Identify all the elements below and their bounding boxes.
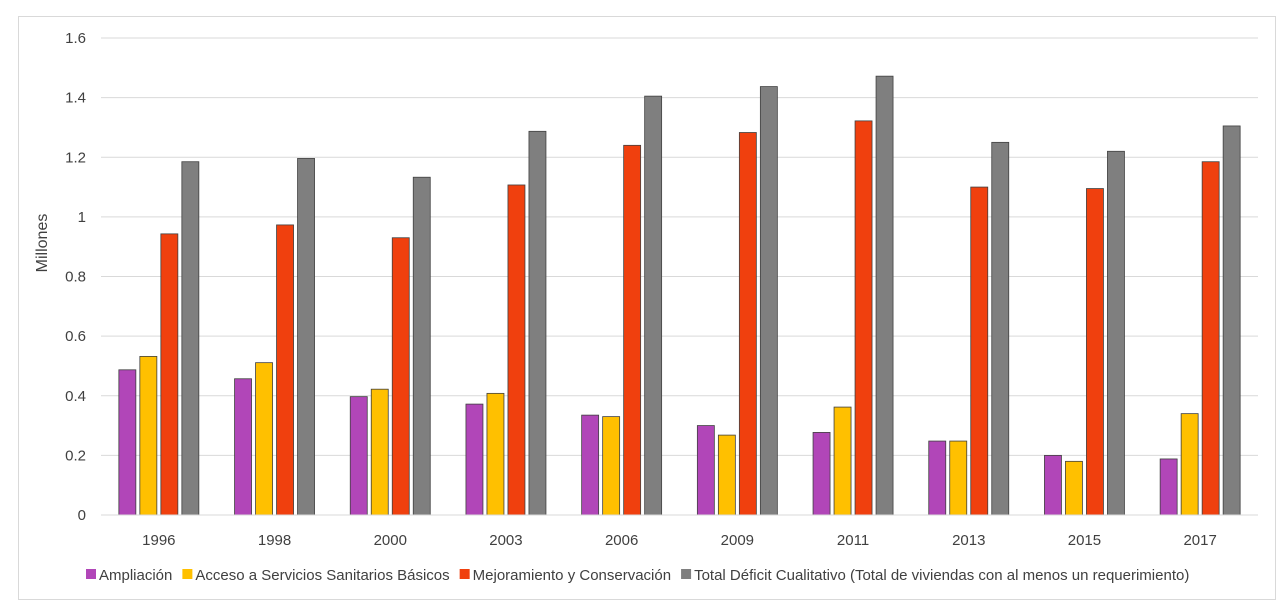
x-tick-label: 2000 (374, 532, 407, 549)
x-tick-label: 1996 (142, 532, 175, 549)
bar-1-2017 (1159, 458, 1178, 516)
bar-1-2015 (1044, 454, 1062, 516)
y-tick-label: 1.2 (65, 149, 86, 166)
bar-3-2017 (1201, 161, 1220, 516)
bar-1-2003 (465, 403, 484, 516)
bar-3-2003 (507, 184, 526, 516)
y-tick-label: 1 (78, 209, 86, 226)
legend-label: Total Déficit Cualitativo (Total de vivi… (694, 567, 1189, 584)
bar-4-1996 (181, 161, 200, 516)
bar-4-2013 (991, 141, 1010, 516)
y-tick-label: 0 (78, 507, 86, 524)
bar-3-2013 (970, 186, 989, 516)
bar-1-2009 (696, 425, 715, 516)
bar-1-2013 (928, 440, 947, 516)
y-tick-label: 1.6 (65, 30, 86, 47)
bar-2-1998 (255, 362, 273, 516)
bar-4-2009 (759, 86, 778, 516)
x-tick-label: 2009 (721, 532, 754, 549)
legend: Ampliación Acceso a Servicios Sanitarios … (86, 567, 1189, 584)
legend-swatch (182, 569, 193, 579)
legend-swatch (681, 569, 692, 579)
bar-1-1998 (234, 378, 252, 516)
bar-2-1996 (139, 355, 158, 516)
bar-3-2009 (738, 132, 757, 516)
bar-2-2000 (370, 388, 389, 516)
bar-2-2009 (717, 434, 736, 516)
bar-4-2011 (875, 75, 894, 516)
bar-2-2003 (486, 392, 505, 516)
y-axis-title: Millones (34, 214, 51, 273)
bar-3-2015 (1086, 188, 1104, 516)
bar-3-2011 (854, 120, 873, 516)
x-tick-label: 2011 (837, 532, 869, 549)
bar-4-2017 (1222, 125, 1241, 516)
y-tick-label: 1.4 (65, 90, 86, 107)
y-axis-ticks: 0 0.2 0.4 0.6 0.8 1 1.2 1.4 1.6 (65, 30, 86, 524)
bar-3-1996 (160, 233, 179, 516)
bars (118, 75, 1241, 516)
legend-swatch (459, 569, 470, 579)
bar-1-2000 (349, 396, 368, 516)
legend-label: Ampliación (99, 567, 172, 584)
bar-1-2006 (581, 414, 600, 516)
bar-2-2017 (1180, 413, 1199, 516)
x-tick-label: 2017 (1183, 532, 1216, 549)
bar-2-2011 (833, 406, 852, 516)
bar-4-2003 (528, 130, 547, 516)
x-tick-label: 2013 (952, 532, 985, 549)
bar-3-2006 (623, 144, 642, 516)
legend-label: Mejoramiento y Conservación (473, 567, 671, 584)
legend-label: Acceso a Servicios Sanitarios Básicos (195, 567, 449, 584)
bar-1-1996 (118, 369, 137, 516)
bar-4-2006 (644, 95, 663, 516)
bar-3-1998 (276, 224, 294, 516)
gridlines (101, 37, 1258, 456)
bar-3-2000 (391, 237, 410, 516)
bar-2-2006 (602, 416, 621, 516)
bar-2-2013 (949, 440, 968, 516)
y-tick-label: 0.4 (65, 388, 86, 405)
y-tick-label: 0.2 (65, 447, 86, 464)
bar-4-2000 (412, 176, 431, 516)
y-tick-label: 0.8 (65, 269, 86, 286)
bar-4-1998 (297, 158, 315, 516)
x-tick-label: 2003 (489, 532, 522, 549)
x-tick-label: 2015 (1068, 532, 1101, 549)
y-tick-label: 0.6 (65, 328, 86, 345)
x-tick-label: 2006 (605, 532, 638, 549)
bar-1-2011 (812, 432, 831, 516)
bar-2-2015 (1065, 460, 1083, 516)
x-axis-ticks: 1996 1998 2000 2003 2006 2009 2011 2013 2015 2017 (142, 532, 1217, 549)
x-tick-label: 1998 (258, 532, 291, 549)
legend-swatch (86, 569, 96, 579)
bar-4-2015 (1107, 150, 1125, 516)
